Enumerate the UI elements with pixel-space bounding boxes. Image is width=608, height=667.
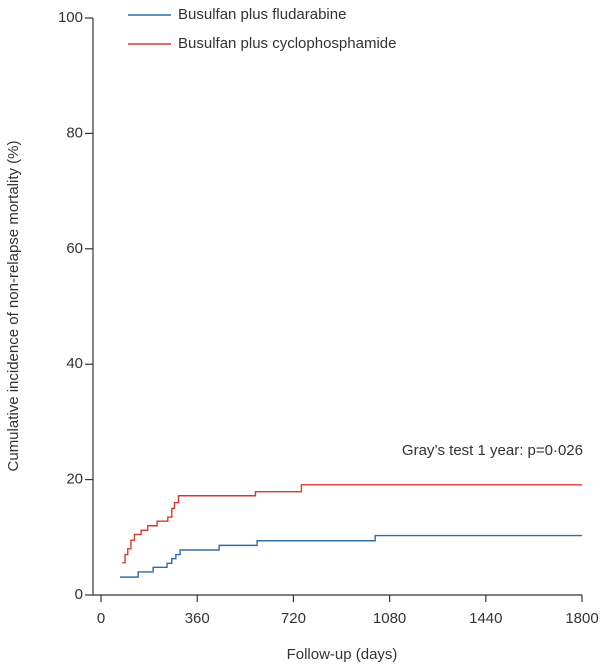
series-line (119, 534, 582, 578)
x-tick-label: 360 (185, 610, 210, 627)
x-tick-label: 1080 (373, 610, 406, 627)
y-tick-label: 40 (66, 355, 83, 372)
x-tick-label: 1800 (565, 610, 598, 627)
y-tick-label: 100 (58, 9, 83, 26)
series-line (122, 484, 582, 564)
x-axis-label: Follow-up (days) (287, 646, 398, 663)
y-tick-label: 60 (66, 240, 83, 257)
x-tick-label: 720 (281, 610, 306, 627)
legend-label: Busulfan plus fludarabine (178, 6, 346, 23)
x-tick-label: 0 (97, 610, 105, 627)
annotation: Gray’s test 1 year: p=0·026 (402, 442, 583, 459)
y-axis-label: Cumulative incidence of non-relapse mort… (5, 141, 22, 472)
legend-label: Busulfan plus cyclophosphamide (178, 35, 396, 52)
x-tick-label: 1440 (469, 610, 502, 627)
y-tick-label: 80 (66, 124, 83, 141)
y-tick-label: 20 (66, 471, 83, 488)
y-tick-label: 0 (75, 586, 83, 603)
